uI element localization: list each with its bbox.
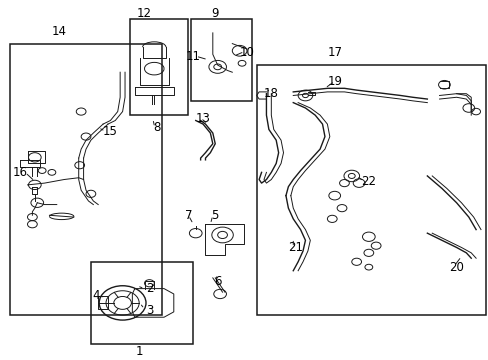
Text: 18: 18 xyxy=(264,87,278,100)
Text: 7: 7 xyxy=(184,209,192,222)
Text: 5: 5 xyxy=(211,209,219,222)
Text: 2: 2 xyxy=(145,282,153,295)
Text: 13: 13 xyxy=(195,112,210,125)
Text: 6: 6 xyxy=(213,275,221,288)
Text: 4: 4 xyxy=(92,289,100,302)
Text: 19: 19 xyxy=(326,75,342,88)
Text: 11: 11 xyxy=(185,50,201,63)
Bar xyxy=(91,262,193,344)
Text: 16: 16 xyxy=(13,166,28,179)
Text: 15: 15 xyxy=(103,125,118,138)
Text: 21: 21 xyxy=(287,241,303,254)
Bar xyxy=(256,65,485,315)
Text: 22: 22 xyxy=(361,175,376,188)
Text: 3: 3 xyxy=(145,303,153,316)
Text: 10: 10 xyxy=(239,46,254,59)
Text: 12: 12 xyxy=(137,7,152,20)
Bar xyxy=(10,44,161,315)
Text: 9: 9 xyxy=(211,7,219,20)
Text: 17: 17 xyxy=(326,46,342,59)
Bar xyxy=(130,19,188,115)
Bar xyxy=(190,19,251,101)
Text: 8: 8 xyxy=(153,121,160,134)
Text: 20: 20 xyxy=(448,261,463,274)
Text: 14: 14 xyxy=(52,24,66,37)
Text: 1: 1 xyxy=(136,345,143,358)
